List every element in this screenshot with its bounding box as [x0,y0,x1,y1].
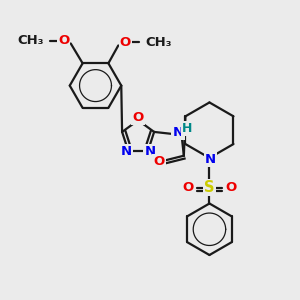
Text: O: O [154,155,165,168]
Text: O: O [58,34,69,47]
Text: N: N [144,145,156,158]
Text: O: O [120,36,131,49]
Text: N: N [172,126,184,140]
Text: O: O [182,181,193,194]
Text: CH₃: CH₃ [17,34,44,47]
Text: N: N [205,153,216,167]
Text: H: H [182,122,192,135]
Text: S: S [204,180,215,195]
Text: N: N [121,145,132,158]
Text: O: O [133,111,144,124]
Text: O: O [226,181,237,194]
Text: CH₃: CH₃ [145,36,172,49]
